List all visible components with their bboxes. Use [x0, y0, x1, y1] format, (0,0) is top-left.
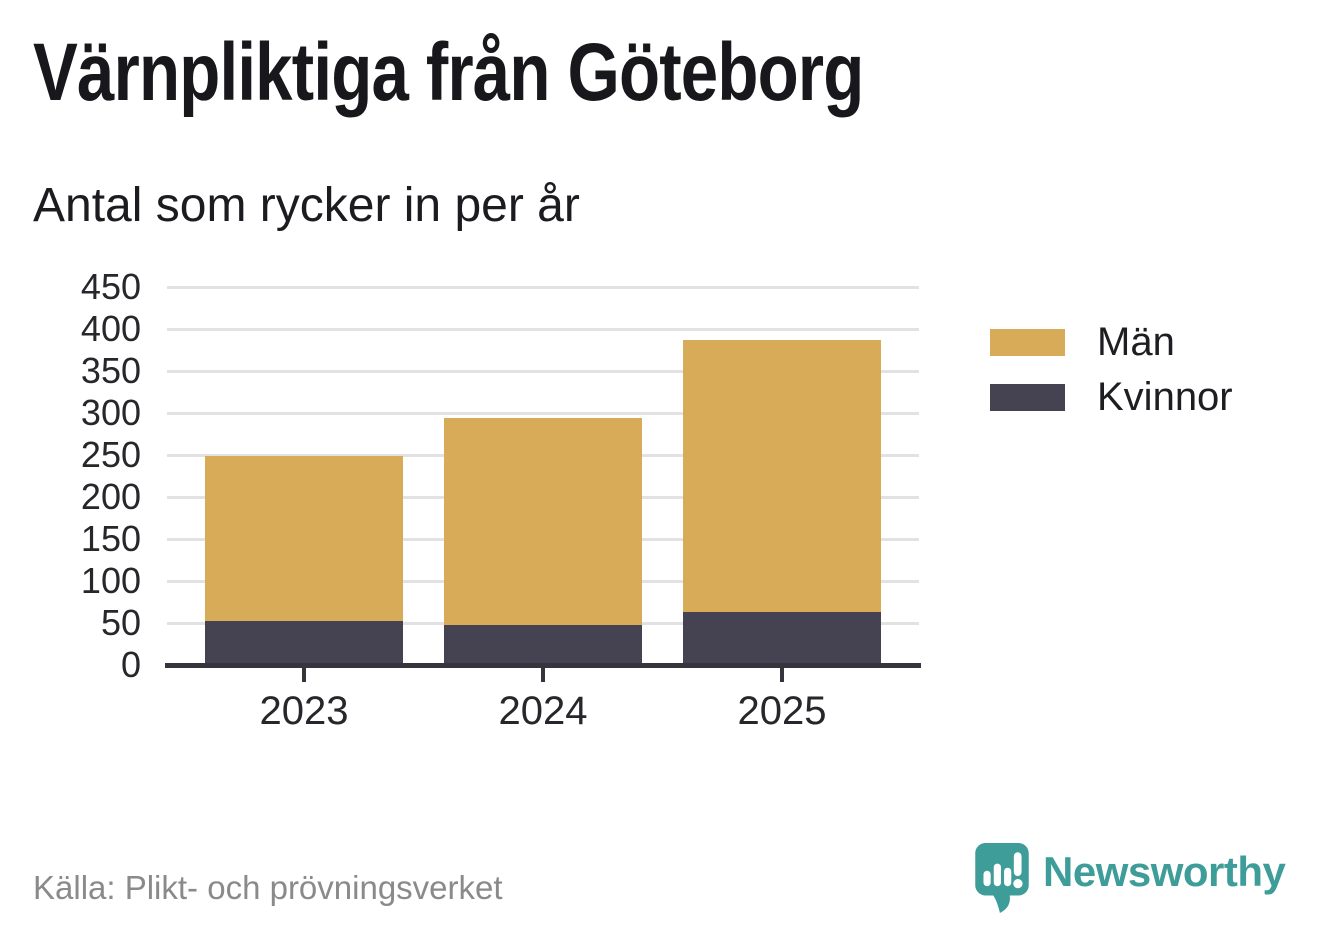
x-axis-label-2023: 2023	[259, 689, 349, 733]
y-axis-tick-label-450: 450	[80, 266, 141, 307]
legend: Män Kvinnor	[990, 320, 1233, 439]
bar-segment-kvinnor-2024	[444, 624, 642, 665]
y-axis-tick-label-300: 300	[80, 392, 141, 433]
gridline-300	[167, 411, 919, 415]
x-axis-line	[165, 662, 921, 668]
y-axis-tick-label-250: 250	[80, 434, 141, 475]
legend-swatch-man	[990, 329, 1065, 356]
newsworthy-logo-text: Newsworthy	[1043, 848, 1286, 895]
legend-swatch-kvinnor	[990, 384, 1065, 411]
legend-item-man: Män	[990, 320, 1233, 364]
x-axis-tick-2024	[541, 668, 545, 682]
y-axis-tick-label-50: 50	[100, 602, 141, 643]
x-axis-tick-2025	[780, 668, 784, 682]
y-axis-tick-label-0: 0	[120, 644, 141, 685]
bar-segment-kvinnor-2023	[205, 621, 403, 665]
bar-2024	[444, 418, 642, 665]
y-axis-tick-label-400: 400	[80, 308, 141, 349]
legend-item-kvinnor: Kvinnor	[990, 375, 1233, 419]
newsworthy-logo-icon	[975, 843, 1029, 913]
source-note: Källa: Plikt- och prövningsverket	[33, 869, 503, 906]
x-axis-label-2024: 2024	[498, 689, 588, 733]
plot-area: 0 50 100 150 200 250 300 350 400 450 2023 2024 2025	[81, 266, 921, 733]
y-axis-tick-label-350: 350	[80, 350, 141, 391]
y-axis-tick-label-150: 150	[80, 518, 141, 559]
newsworthy-logo: Newsworthy	[974, 842, 1286, 914]
legend-label-man: Män	[1097, 320, 1175, 364]
gridline-350	[167, 369, 919, 373]
bar-segment-kvinnor-2025	[683, 612, 881, 665]
y-axis-tick-label-100: 100	[80, 560, 141, 601]
y-axis-tick-label-200: 200	[80, 476, 141, 517]
chart-title: Värnpliktiga från Göteborg	[33, 27, 864, 118]
x-axis-label-2025: 2025	[737, 689, 827, 733]
legend-label-kvinnor: Kvinnor	[1097, 375, 1233, 419]
gridline-400	[167, 327, 919, 331]
gridline-450	[167, 285, 919, 289]
chart-subtitle: Antal som rycker in per år	[33, 179, 580, 232]
bar-2025	[683, 339, 881, 665]
bar-2023	[205, 455, 403, 665]
x-axis-tick-2023	[302, 668, 306, 682]
